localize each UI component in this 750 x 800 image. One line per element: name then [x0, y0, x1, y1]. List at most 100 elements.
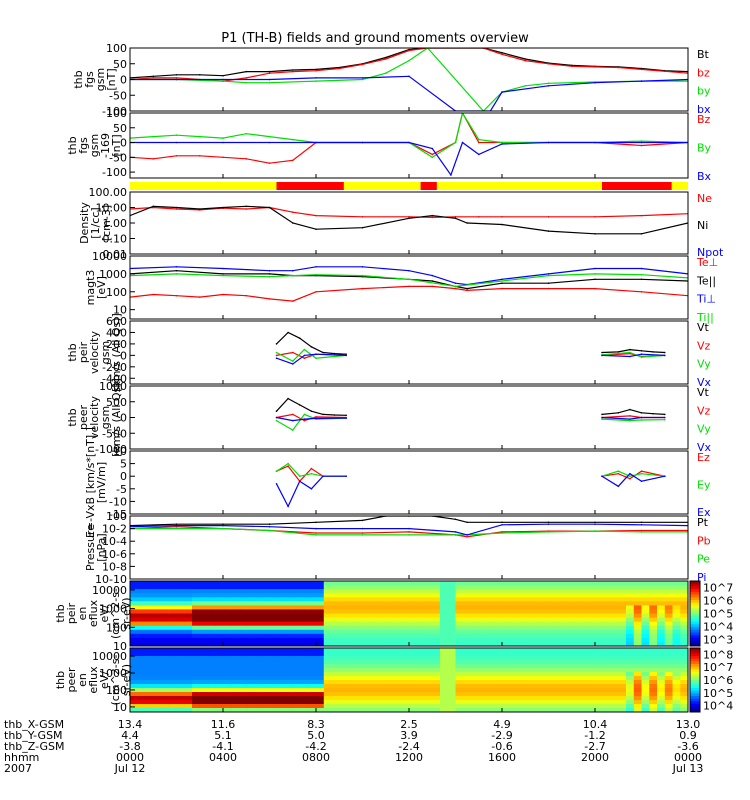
heatmap-cell: [223, 609, 232, 615]
heatmap-cell: [215, 656, 224, 661]
heatmap-cell: [610, 625, 619, 631]
heatmap-cell: [587, 589, 596, 594]
heatmap-cell: [602, 704, 612, 709]
heatmap-cell: [602, 684, 612, 689]
heatmap-cell: [184, 625, 193, 631]
heatmap-cell: [548, 656, 557, 661]
heatmap-cell: [424, 597, 433, 602]
heatmap-cell: [455, 652, 464, 657]
heatmap-cell: [626, 692, 635, 697]
heatmap-cell: [440, 692, 449, 697]
heatmap-cell: [261, 652, 271, 657]
heatmap-cell: [509, 700, 519, 705]
data-point: [292, 413, 294, 416]
heatmap-cell: [548, 692, 557, 697]
colorbar-swatch: [690, 632, 700, 636]
heatmap-cell: [161, 680, 170, 685]
heatmap-cell: [432, 629, 441, 635]
series-line-Pt-0: [130, 516, 688, 527]
data-point: [640, 144, 643, 147]
heatmap-cell: [564, 629, 573, 635]
heatmap-cell: [517, 581, 526, 586]
heatmap-cell: [292, 652, 302, 657]
heatmap-cell: [223, 601, 232, 606]
data-point: [664, 70, 666, 73]
heatmap-cell: [416, 597, 426, 602]
heatmap-cell: [440, 625, 449, 631]
heatmap-cell: [602, 664, 612, 669]
heatmap-cell: [664, 621, 674, 627]
heatmap-cell: [184, 581, 193, 586]
heatmap-cell: [254, 601, 263, 606]
heatmap-cell: [440, 621, 449, 627]
heatmap-cell: [416, 605, 426, 611]
data-point: [245, 208, 248, 210]
heatmap-cell: [626, 664, 635, 669]
heatmap-cell: [277, 696, 286, 701]
data-point: [361, 216, 364, 218]
heatmap-cell: [447, 601, 457, 606]
heatmap-cell: [409, 593, 418, 598]
heatmap-cell: [533, 641, 542, 646]
heatmap-cell: [664, 609, 674, 615]
heatmap-cell: [556, 601, 565, 606]
y-tick-label: 100: [106, 684, 127, 697]
heatmap-cell: [323, 585, 333, 590]
heatmap-cell: [447, 581, 457, 586]
heatmap-cell: [254, 629, 263, 635]
heatmap-cell: [385, 613, 395, 619]
heatmap-cell: [595, 708, 604, 712]
time-row-value: 11.6: [211, 718, 236, 731]
heatmap-cell: [323, 637, 333, 643]
heatmap-cell: [672, 593, 681, 598]
heatmap-cell: [680, 585, 688, 590]
heatmap-cell: [285, 648, 294, 653]
heatmap-cell: [633, 680, 643, 685]
data-point: [298, 475, 301, 478]
heatmap-cell: [254, 648, 263, 653]
heatmap-cell: [347, 613, 356, 619]
heatmap-cell: [478, 672, 488, 677]
heatmap-cell: [401, 629, 410, 635]
heatmap-cell: [199, 680, 209, 685]
heatmap-cell: [533, 692, 542, 697]
heatmap-cell: [215, 641, 224, 646]
heatmap-cell: [269, 660, 278, 665]
data-point: [292, 300, 294, 302]
heatmap-cell: [471, 648, 480, 653]
heatmap-cell: [478, 633, 488, 639]
data-point: [152, 293, 155, 296]
heatmap-cell: [184, 696, 193, 701]
legend-entry: By: [697, 142, 712, 155]
heatmap-cell: [277, 633, 286, 639]
heatmap-cell: [161, 629, 170, 635]
heatmap-cell: [161, 585, 170, 590]
heatmap-cell: [579, 700, 588, 705]
heatmap-cell: [680, 668, 688, 673]
heatmap-cell: [471, 692, 480, 697]
heatmap-cell: [401, 672, 410, 677]
heatmap-cell: [502, 688, 511, 693]
heatmap-cell: [339, 593, 348, 598]
colorbar-tick-label: 10^5: [703, 608, 733, 621]
heatmap-cell: [455, 589, 464, 594]
heatmap-cell: [672, 625, 681, 631]
heatmap-cell: [137, 656, 147, 661]
heatmap-cell: [207, 696, 216, 701]
heatmap-cell: [509, 617, 519, 623]
colorbar-swatch: [690, 643, 700, 647]
heatmap-cell: [277, 617, 286, 623]
heatmap-cell: [548, 633, 557, 639]
y-axis-label: fgs: [83, 71, 96, 88]
heatmap-cell: [130, 641, 139, 646]
heatmap-cell: [378, 680, 387, 685]
heatmap-cell: [331, 700, 340, 705]
heatmap-cell: [176, 609, 185, 615]
heatmap-cell: [478, 613, 488, 619]
heatmap-cell: [347, 641, 356, 646]
heatmap-cell: [378, 581, 387, 586]
data-point: [652, 351, 654, 353]
series-line-Ti-0: [130, 266, 688, 286]
heatmap-cell: [672, 696, 681, 701]
heatmap-cell: [416, 668, 426, 673]
